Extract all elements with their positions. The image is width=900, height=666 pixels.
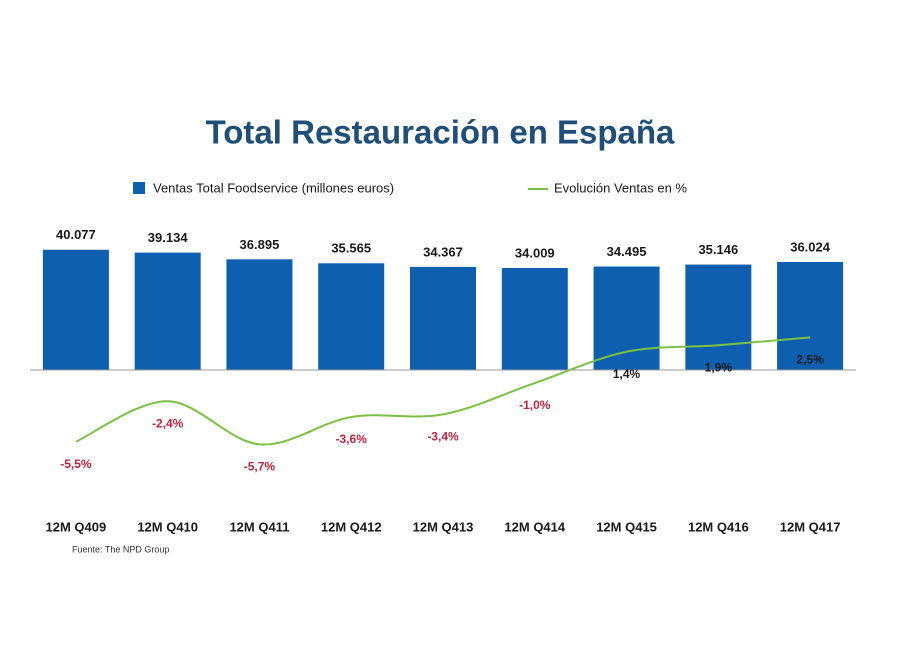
legend-swatch [133,182,145,194]
bar-value-label: 34.367 [423,244,463,259]
line-value-label: -2,4% [152,416,184,430]
x-tick-label: 12M Q411 [229,519,289,534]
bar [134,252,201,370]
bar [777,261,844,370]
legend-label: Evolución Ventas en % [554,180,687,195]
bar [593,266,660,370]
bar-value-label: 39.134 [148,230,189,245]
bar [318,263,385,370]
legend-label: Ventas Total Foodservice (millones euros… [153,180,394,195]
x-tick-label: 12M Q416 [688,519,749,534]
x-tick-label: 12M Q409 [46,519,107,534]
bar-value-label: 35.565 [331,241,371,256]
x-tick-label: 12M Q415 [596,519,657,534]
x-tick-label: 12M Q417 [780,519,841,534]
line-value-label: -5,5% [60,457,92,471]
x-tick-label: 12M Q413 [413,519,474,534]
source-note: Fuente: The NPD Group [72,544,169,554]
line-value-label: 2,5% [796,353,824,367]
bar-value-label: 34.009 [515,245,555,260]
bar [410,266,476,370]
bar [501,267,568,370]
bar [42,249,109,370]
x-tick-label: 12M Q410 [137,519,198,534]
line-value-label: 1,4% [613,367,641,381]
bar [226,259,293,370]
x-tick-label: 12M Q412 [321,519,382,534]
line-value-label: -5,7% [244,460,276,474]
x-tick-label: 12M Q414 [504,519,565,534]
bar-value-label: 35.146 [698,242,738,257]
chart-title: Total Restauración en España [206,114,675,151]
line-value-label: -1,0% [519,398,551,412]
line [75,336,811,446]
bar-value-label: 36.024 [790,239,831,254]
line-value-label: -3,4% [427,430,459,444]
line-value-label: -3,6% [336,432,368,446]
line-value-label: 1,9% [705,360,733,374]
bar [685,264,752,370]
bar-value-label: 36.895 [240,237,280,252]
bar-value-label: 40.077 [56,227,96,242]
bar-value-label: 34.495 [607,244,647,259]
